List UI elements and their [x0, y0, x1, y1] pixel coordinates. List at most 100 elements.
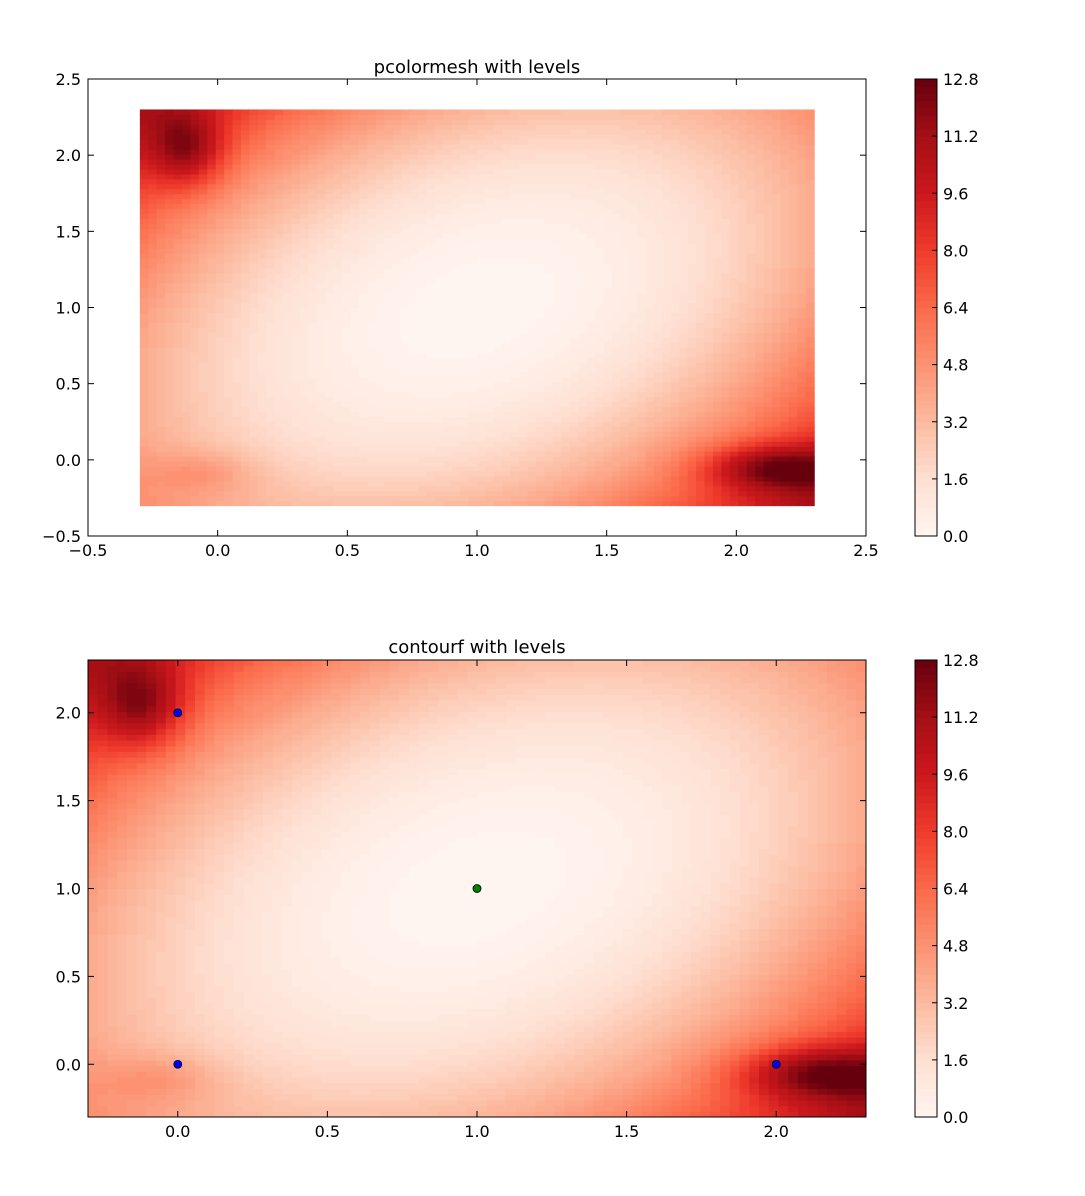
heatmap-cell: [552, 208, 562, 215]
heatmap-cell: [552, 144, 562, 150]
heatmap-cell: [544, 421, 554, 427]
heatmap-cell: [300, 262, 310, 269]
heatmap-cell: [257, 149, 267, 155]
heatmap-cell: [350, 223, 360, 229]
heatmap-cell: [451, 228, 461, 234]
heatmap-cell: [139, 109, 149, 116]
heatmap-cell: [510, 485, 520, 492]
heatmap-cell: [595, 218, 605, 224]
heatmap-cell: [662, 366, 672, 373]
heatmap-cell: [552, 262, 562, 269]
heatmap-cell: [595, 342, 605, 348]
heatmap-cell: [552, 327, 562, 333]
heatmap-cell: [477, 114, 487, 120]
heatmap-cell: [409, 332, 419, 338]
heatmap-cell: [148, 371, 158, 378]
heatmap-cell: [434, 421, 444, 427]
heatmap-cell: [384, 342, 394, 348]
heatmap-cell: [409, 312, 419, 318]
heatmap-cell: [375, 272, 385, 279]
heatmap-cell: [645, 386, 655, 393]
heatmap-cell: [198, 193, 208, 200]
heatmap-cell: [224, 456, 234, 462]
heatmap-cell: [215, 352, 225, 358]
heatmap-cell: [510, 188, 520, 195]
heatmap-cell: [291, 480, 301, 487]
heatmap-cell: [156, 228, 166, 234]
heatmap-cell: [139, 262, 149, 269]
heatmap-cell: [611, 218, 621, 224]
heatmap-cell: [350, 495, 360, 502]
heatmap-cell: [198, 426, 208, 432]
heatmap-cell: [173, 312, 183, 318]
heatmap-cell: [367, 396, 377, 403]
heatmap-cell: [300, 223, 310, 229]
heatmap-cell: [224, 396, 234, 403]
heatmap-cell: [232, 381, 242, 388]
heatmap-cell: [603, 480, 613, 487]
heatmap-cell: [637, 198, 647, 205]
heatmap-cell: [316, 193, 326, 200]
heatmap-cell: [493, 465, 503, 472]
heatmap-cell: [418, 168, 428, 175]
heatmap-cell: [477, 426, 487, 432]
heatmap-cell: [586, 446, 596, 452]
heatmap-cell: [653, 213, 664, 219]
heatmap-cell: [384, 366, 394, 373]
heatmap-cell: [300, 381, 310, 388]
heatmap-cell: [460, 223, 470, 229]
heatmap-cell: [139, 163, 149, 170]
heatmap-cell: [156, 149, 166, 155]
heatmap-cell: [561, 411, 571, 418]
heatmap-cell: [148, 149, 158, 155]
heatmap-cell: [586, 302, 596, 309]
heatmap-cell: [493, 144, 503, 150]
heatmap-cell: [308, 451, 318, 457]
heatmap-cell: [207, 233, 217, 239]
heatmap-cell: [628, 134, 638, 140]
heatmap-cell: [215, 223, 225, 229]
heatmap-cell: [308, 203, 318, 210]
heatmap-cell: [443, 475, 453, 482]
heatmap-cell: [519, 253, 529, 259]
heatmap-cell: [173, 149, 183, 155]
heatmap-cell: [173, 208, 183, 215]
heatmap-cell: [392, 307, 402, 314]
heatmap-cell: [224, 109, 234, 116]
heatmap-cell: [198, 431, 208, 437]
heatmap-cell: [359, 451, 369, 457]
heatmap-cell: [502, 357, 512, 363]
heatmap-cell: [266, 267, 276, 274]
heatmap-cell: [527, 307, 537, 314]
heatmap-cell: [460, 361, 470, 368]
heatmap-cell: [653, 257, 664, 264]
heatmap-cell: [139, 198, 149, 205]
heatmap-cell: [350, 282, 360, 289]
heatmap-cell: [502, 396, 512, 403]
heatmap-cell: [241, 426, 251, 432]
heatmap-cell: [401, 371, 411, 378]
heatmap-cell: [645, 456, 655, 462]
heatmap-cell: [653, 352, 664, 358]
heatmap-cell: [232, 282, 242, 289]
heatmap-cell: [198, 282, 208, 289]
heatmap-cell: [300, 188, 310, 195]
heatmap-cell: [283, 460, 293, 467]
heatmap-cell: [536, 401, 546, 408]
heatmap-cell: [434, 312, 444, 318]
heatmap-cell: [257, 465, 267, 472]
heatmap-cell: [173, 406, 183, 413]
heatmap-cell: [300, 129, 310, 135]
heatmap-cell: [308, 248, 318, 254]
heatmap-cell: [156, 163, 166, 170]
heatmap-cell: [207, 203, 217, 210]
heatmap-cell: [637, 178, 647, 185]
heatmap-cell: [384, 292, 394, 299]
heatmap-cell: [637, 460, 647, 467]
heatmap-cell: [586, 465, 596, 472]
heatmap-cell: [620, 124, 630, 130]
heatmap-cell: [418, 475, 428, 482]
heatmap-cell: [367, 480, 377, 487]
heatmap-cell: [611, 485, 621, 492]
heatmap-cell: [350, 460, 360, 467]
